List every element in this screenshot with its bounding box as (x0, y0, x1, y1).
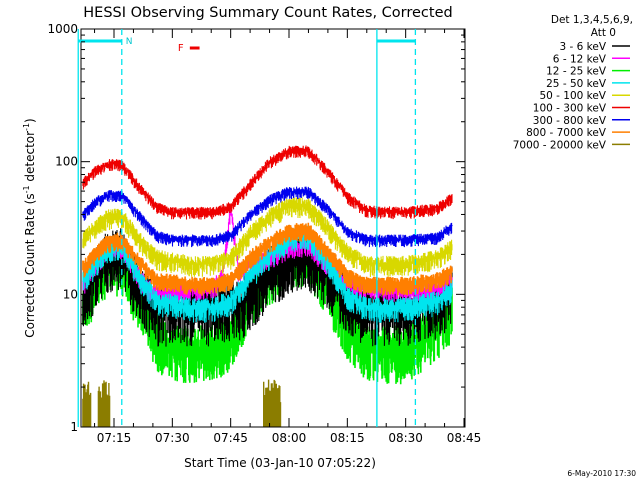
series-7000-20000-kev-burst-1 (97, 380, 111, 427)
y-axis-label: Corrected Count Rate (s-1 detector-1) (22, 118, 37, 337)
x-tick-label-2: 07:45 (213, 431, 248, 445)
series-800-7000-kev (82, 222, 453, 296)
y-tick-label-1: 10 (63, 287, 78, 301)
plot-frame (80, 28, 466, 428)
y-tick-label-2: 100 (55, 155, 78, 169)
flare-label: F (178, 43, 184, 54)
x-tick-label-3: 08:00 (272, 431, 307, 445)
legend-entry-label-3: 25 - 50 keV (546, 78, 607, 90)
x-tick-label-5: 08:30 (388, 431, 423, 445)
series-100-300-kev (82, 145, 453, 220)
legend-header: Det 1,3,4,5,6,9, (551, 14, 633, 26)
chart-title: HESSI Observing Summary Count Rates, Cor… (83, 5, 452, 21)
x-tick-label-0: 07:15 (97, 431, 132, 445)
series-7000-20000-kev-burst-0 (82, 381, 92, 427)
series-7000-20000-kev-burst-2 (263, 379, 282, 427)
legend-entry-label-0: 3 - 6 keV (559, 41, 606, 53)
legend-entry-label-6: 300 - 800 keV (533, 115, 607, 127)
x-tick-label-4: 08:15 (330, 431, 365, 445)
x-axis-label: Start Time (03-Jan-10 07:05:22) (184, 456, 376, 470)
legend-entry-label-1: 6 - 12 keV (553, 53, 607, 65)
legend-entry-label-2: 12 - 25 keV (546, 66, 607, 78)
legend-entry-label-7: 800 - 7000 keV (526, 127, 607, 139)
legend-entry-label-8: 7000 - 20000 keV (513, 139, 607, 151)
x-tick-label-1: 07:30 (155, 431, 190, 445)
series-50-100-kev (82, 197, 453, 277)
x-tick-label-6: 08:45 (447, 431, 482, 445)
night-label: N (126, 37, 133, 47)
y-tick-label-0: 1 (70, 420, 78, 434)
footer-date: 6-May-2010 17:30 (567, 469, 636, 478)
y-tick-label-3: 1000 (47, 22, 78, 36)
legend-entry-label-5: 100 - 300 keV (533, 103, 607, 115)
legend-entry-label-4: 50 - 100 keV (539, 90, 606, 102)
legend-attenuator: Att 0 (591, 27, 616, 39)
